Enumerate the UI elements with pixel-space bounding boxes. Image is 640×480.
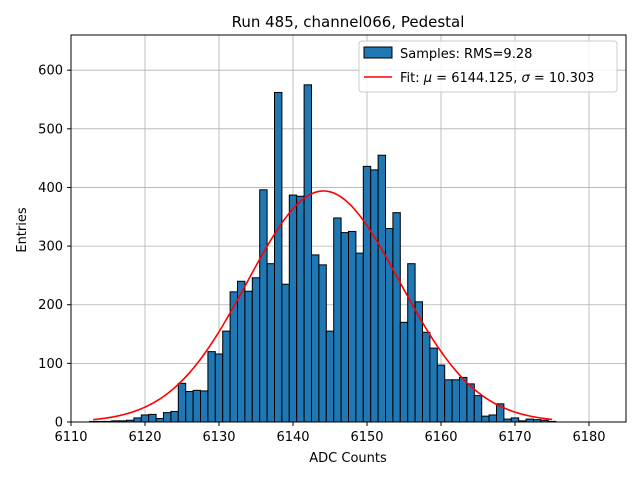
histogram-bar [237,280,246,423]
histogram-bar [399,321,409,423]
histogram-bar [473,395,483,423]
histogram-bar [140,414,150,423]
histogram-bar [311,254,320,423]
histogram-bar [325,330,335,423]
histogram-bar [459,376,468,423]
histogram-bar [340,232,350,423]
histogram-bar [244,290,253,423]
chart-title: Run 485, channel066, Pedestal [232,13,465,31]
histogram-bar [370,169,379,423]
x-tick-label: 6160 [424,430,457,445]
histogram-bar [170,410,179,423]
histogram-bar [259,189,268,423]
histogram-bar [207,351,216,423]
histogram-bar [429,347,438,423]
histogram-bar [148,413,157,423]
y-tick-label: 600 [38,64,63,79]
histogram-bar [274,91,283,423]
histogram-bar [318,264,327,423]
histogram-bar [407,263,416,423]
x-axis-ticks: 6110 6120 6130 6140 6150 6160 6170 6180 [54,422,606,445]
histogram-bar [192,389,202,423]
histogram-bar [251,277,261,423]
legend-box [358,40,618,93]
histogram-bar [222,330,231,423]
y-tick-label: 500 [38,122,63,137]
x-tick-label: 6170 [498,430,531,445]
histogram-bar [510,417,520,423]
histogram-bar [133,417,142,423]
histogram-bar [200,390,209,423]
y-tick-label: 200 [38,298,63,313]
legend-histogram-label: Samples: RMS=9.28 [400,47,532,62]
x-tick-label: 6130 [202,430,235,445]
histogram-bar [185,391,194,423]
histogram-bar [466,383,475,423]
histogram-bar [288,194,298,423]
histogram-bar [281,283,290,423]
histogram-bar [392,212,401,423]
y-axis-ticks: 0 100 200 300 400 500 600 [38,64,71,431]
histogram-bar [348,230,357,423]
x-tick-label: 6140 [276,430,309,445]
histogram-bar [355,252,364,423]
legend-fit-label: Fit: μ = 6144.125, σ = 10.303 [400,71,594,86]
histogram-bar [362,165,372,423]
histogram-bar [451,379,461,423]
histogram-bar [177,382,187,423]
histogram-bar [377,154,387,423]
legend-histogram-swatch [363,46,393,59]
x-tick-label: 6150 [350,430,383,445]
x-axis-label: ADC Counts [309,451,387,466]
x-tick-label: 6180 [572,430,605,445]
y-tick-label: 400 [38,181,63,196]
y-tick-label: 100 [38,357,63,372]
y-axis-label: Entries [15,207,30,253]
y-tick-label: 300 [38,240,63,255]
histogram-bar [481,415,490,423]
histogram-bar [163,412,172,423]
histogram-bar [422,331,431,423]
histogram-bar [303,84,313,423]
x-tick-label: 6110 [54,430,87,445]
y-tick-label: 0 [55,416,63,431]
histogram-bar [444,379,453,423]
histogram-bar [296,195,305,423]
histogram-bar [436,364,446,423]
legend: Samples: RMS=9.28 Fit: μ = 6144.125, σ =… [358,40,618,93]
x-tick-label: 6120 [128,430,161,445]
histogram-bar [333,217,342,423]
histogram-bar [488,414,498,423]
histogram-bar [155,417,165,423]
histogram-bar [214,353,224,423]
axes-frame [70,34,627,423]
fit-curve [93,190,553,421]
histogram-bar [266,263,276,423]
